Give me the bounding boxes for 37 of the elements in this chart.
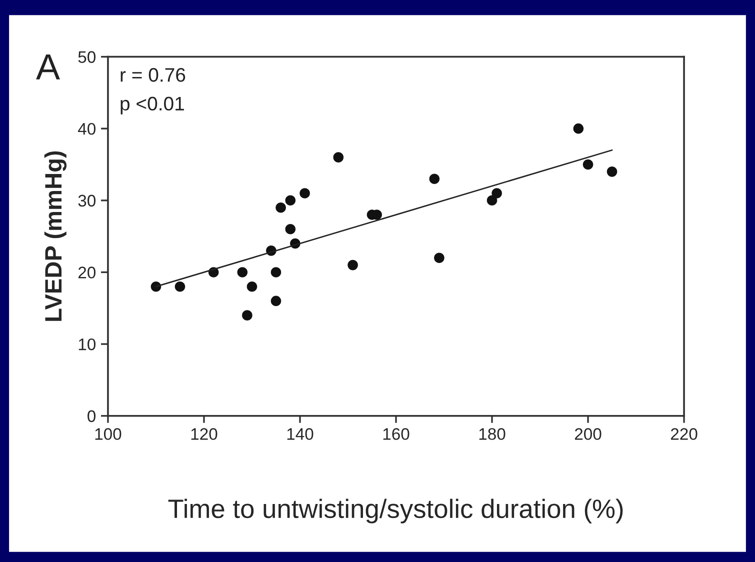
text: A: [36, 54, 60, 80]
y-tick-label: 10: [78, 338, 96, 350]
point: [492, 188, 502, 198]
point: [242, 310, 252, 320]
point: [434, 252, 444, 264]
point: [285, 195, 296, 206]
y-tick-label: 50: [78, 51, 96, 63]
point: [285, 224, 296, 234]
x-tick-label: 220: [670, 428, 698, 440]
point: [486, 195, 498, 206]
point: [276, 202, 286, 213]
point: [582, 159, 594, 170]
point: [237, 267, 248, 278]
x-tick-label: 200: [574, 428, 602, 440]
y-tick-label: 30: [78, 194, 96, 207]
y-tick-label: 20: [78, 266, 96, 278]
point: [429, 174, 440, 184]
y-axis-title: LVEDP (mmHg): [44, 151, 67, 321]
point: [606, 166, 618, 177]
y-tick-label: 0: [88, 410, 96, 422]
y-tick-label: 40: [78, 122, 96, 135]
annotation: r = 0.76: [120, 68, 186, 82]
point: [348, 260, 358, 270]
point: [300, 188, 310, 198]
x-tick-label: 120: [191, 428, 218, 440]
x-tick-label: 140: [287, 428, 314, 440]
point: [246, 281, 258, 292]
point: [333, 152, 344, 162]
annotation: p <0.01: [120, 96, 184, 114]
x-tick-label: 100: [95, 428, 122, 440]
point: [270, 267, 282, 278]
point: [573, 123, 584, 134]
x-tick-label: 160: [383, 428, 410, 440]
x-tick-label: 180: [479, 428, 506, 440]
point: [270, 296, 282, 306]
x-axis-title: Time to untwisting/systolic duration (%): [168, 498, 623, 524]
point: [174, 281, 186, 292]
